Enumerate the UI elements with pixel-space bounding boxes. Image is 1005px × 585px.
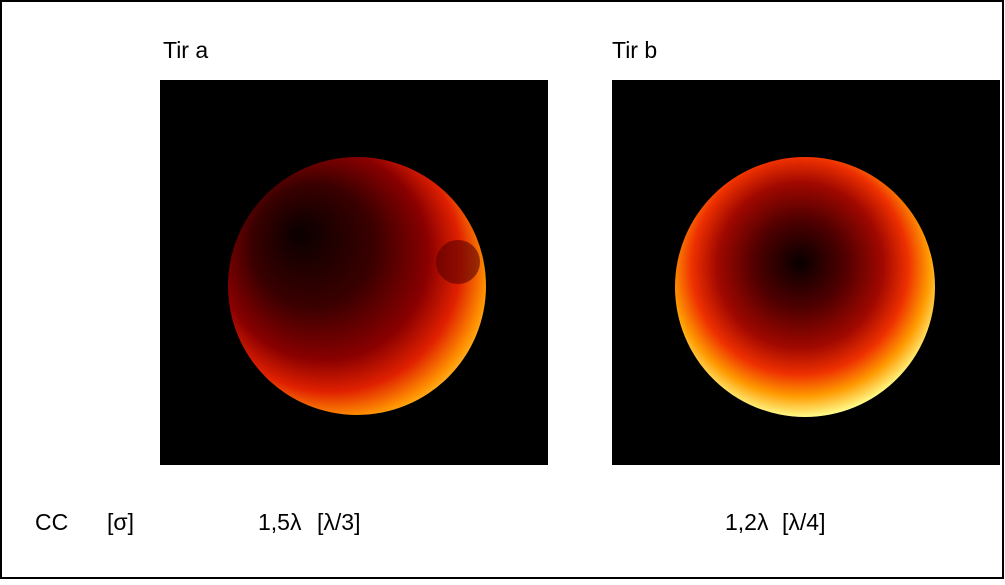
- panel-title: Tir b: [612, 37, 657, 63]
- heatmap-a: [228, 157, 486, 415]
- row-unit: [σ]: [107, 509, 134, 535]
- row-label: CC: [35, 509, 68, 535]
- heatmap-b: [675, 157, 935, 417]
- value: 1,5λ: [258, 509, 302, 535]
- value: 1,2λ: [725, 509, 769, 535]
- panel-title: Tir a: [163, 37, 208, 63]
- error: [λ/4]: [782, 509, 825, 535]
- heatmap-a-spot: [436, 240, 480, 284]
- error: [λ/3]: [317, 509, 360, 535]
